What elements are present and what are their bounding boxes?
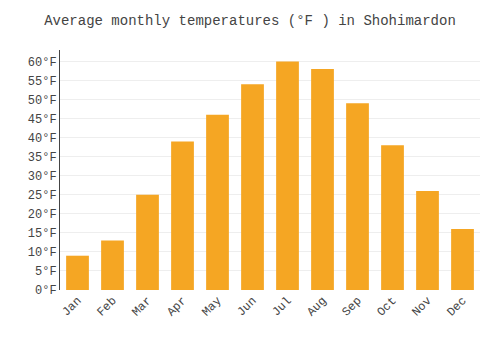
svg-text:Mar: Mar [129, 294, 154, 319]
svg-text:Aug: Aug [304, 294, 329, 319]
svg-text:40°F: 40°F [28, 132, 57, 146]
svg-text:Jan: Jan [59, 294, 84, 319]
svg-text:Average monthly temperatures (: Average monthly temperatures (°F ) in Sh… [44, 13, 456, 29]
svg-text:Jun: Jun [234, 294, 259, 319]
svg-text:15°F: 15°F [28, 227, 57, 241]
svg-text:20°F: 20°F [28, 208, 57, 222]
svg-text:45°F: 45°F [28, 113, 57, 127]
svg-text:Oct: Oct [374, 294, 399, 319]
svg-text:5°F: 5°F [35, 265, 57, 279]
svg-text:Jul: Jul [269, 294, 294, 319]
svg-text:Apr: Apr [164, 294, 189, 319]
svg-text:May: May [199, 294, 224, 319]
svg-text:Sep: Sep [339, 294, 364, 319]
svg-text:10°F: 10°F [28, 246, 57, 260]
svg-text:30°F: 30°F [28, 170, 57, 184]
svg-text:Feb: Feb [94, 294, 119, 319]
svg-text:60°F: 60°F [28, 56, 57, 70]
svg-text:Nov: Nov [409, 294, 434, 319]
svg-text:35°F: 35°F [28, 151, 57, 165]
svg-text:50°F: 50°F [28, 94, 57, 108]
svg-text:25°F: 25°F [28, 189, 57, 203]
svg-text:Dec: Dec [444, 294, 469, 319]
svg-text:0°F: 0°F [35, 284, 57, 298]
svg-text:55°F: 55°F [28, 75, 57, 89]
